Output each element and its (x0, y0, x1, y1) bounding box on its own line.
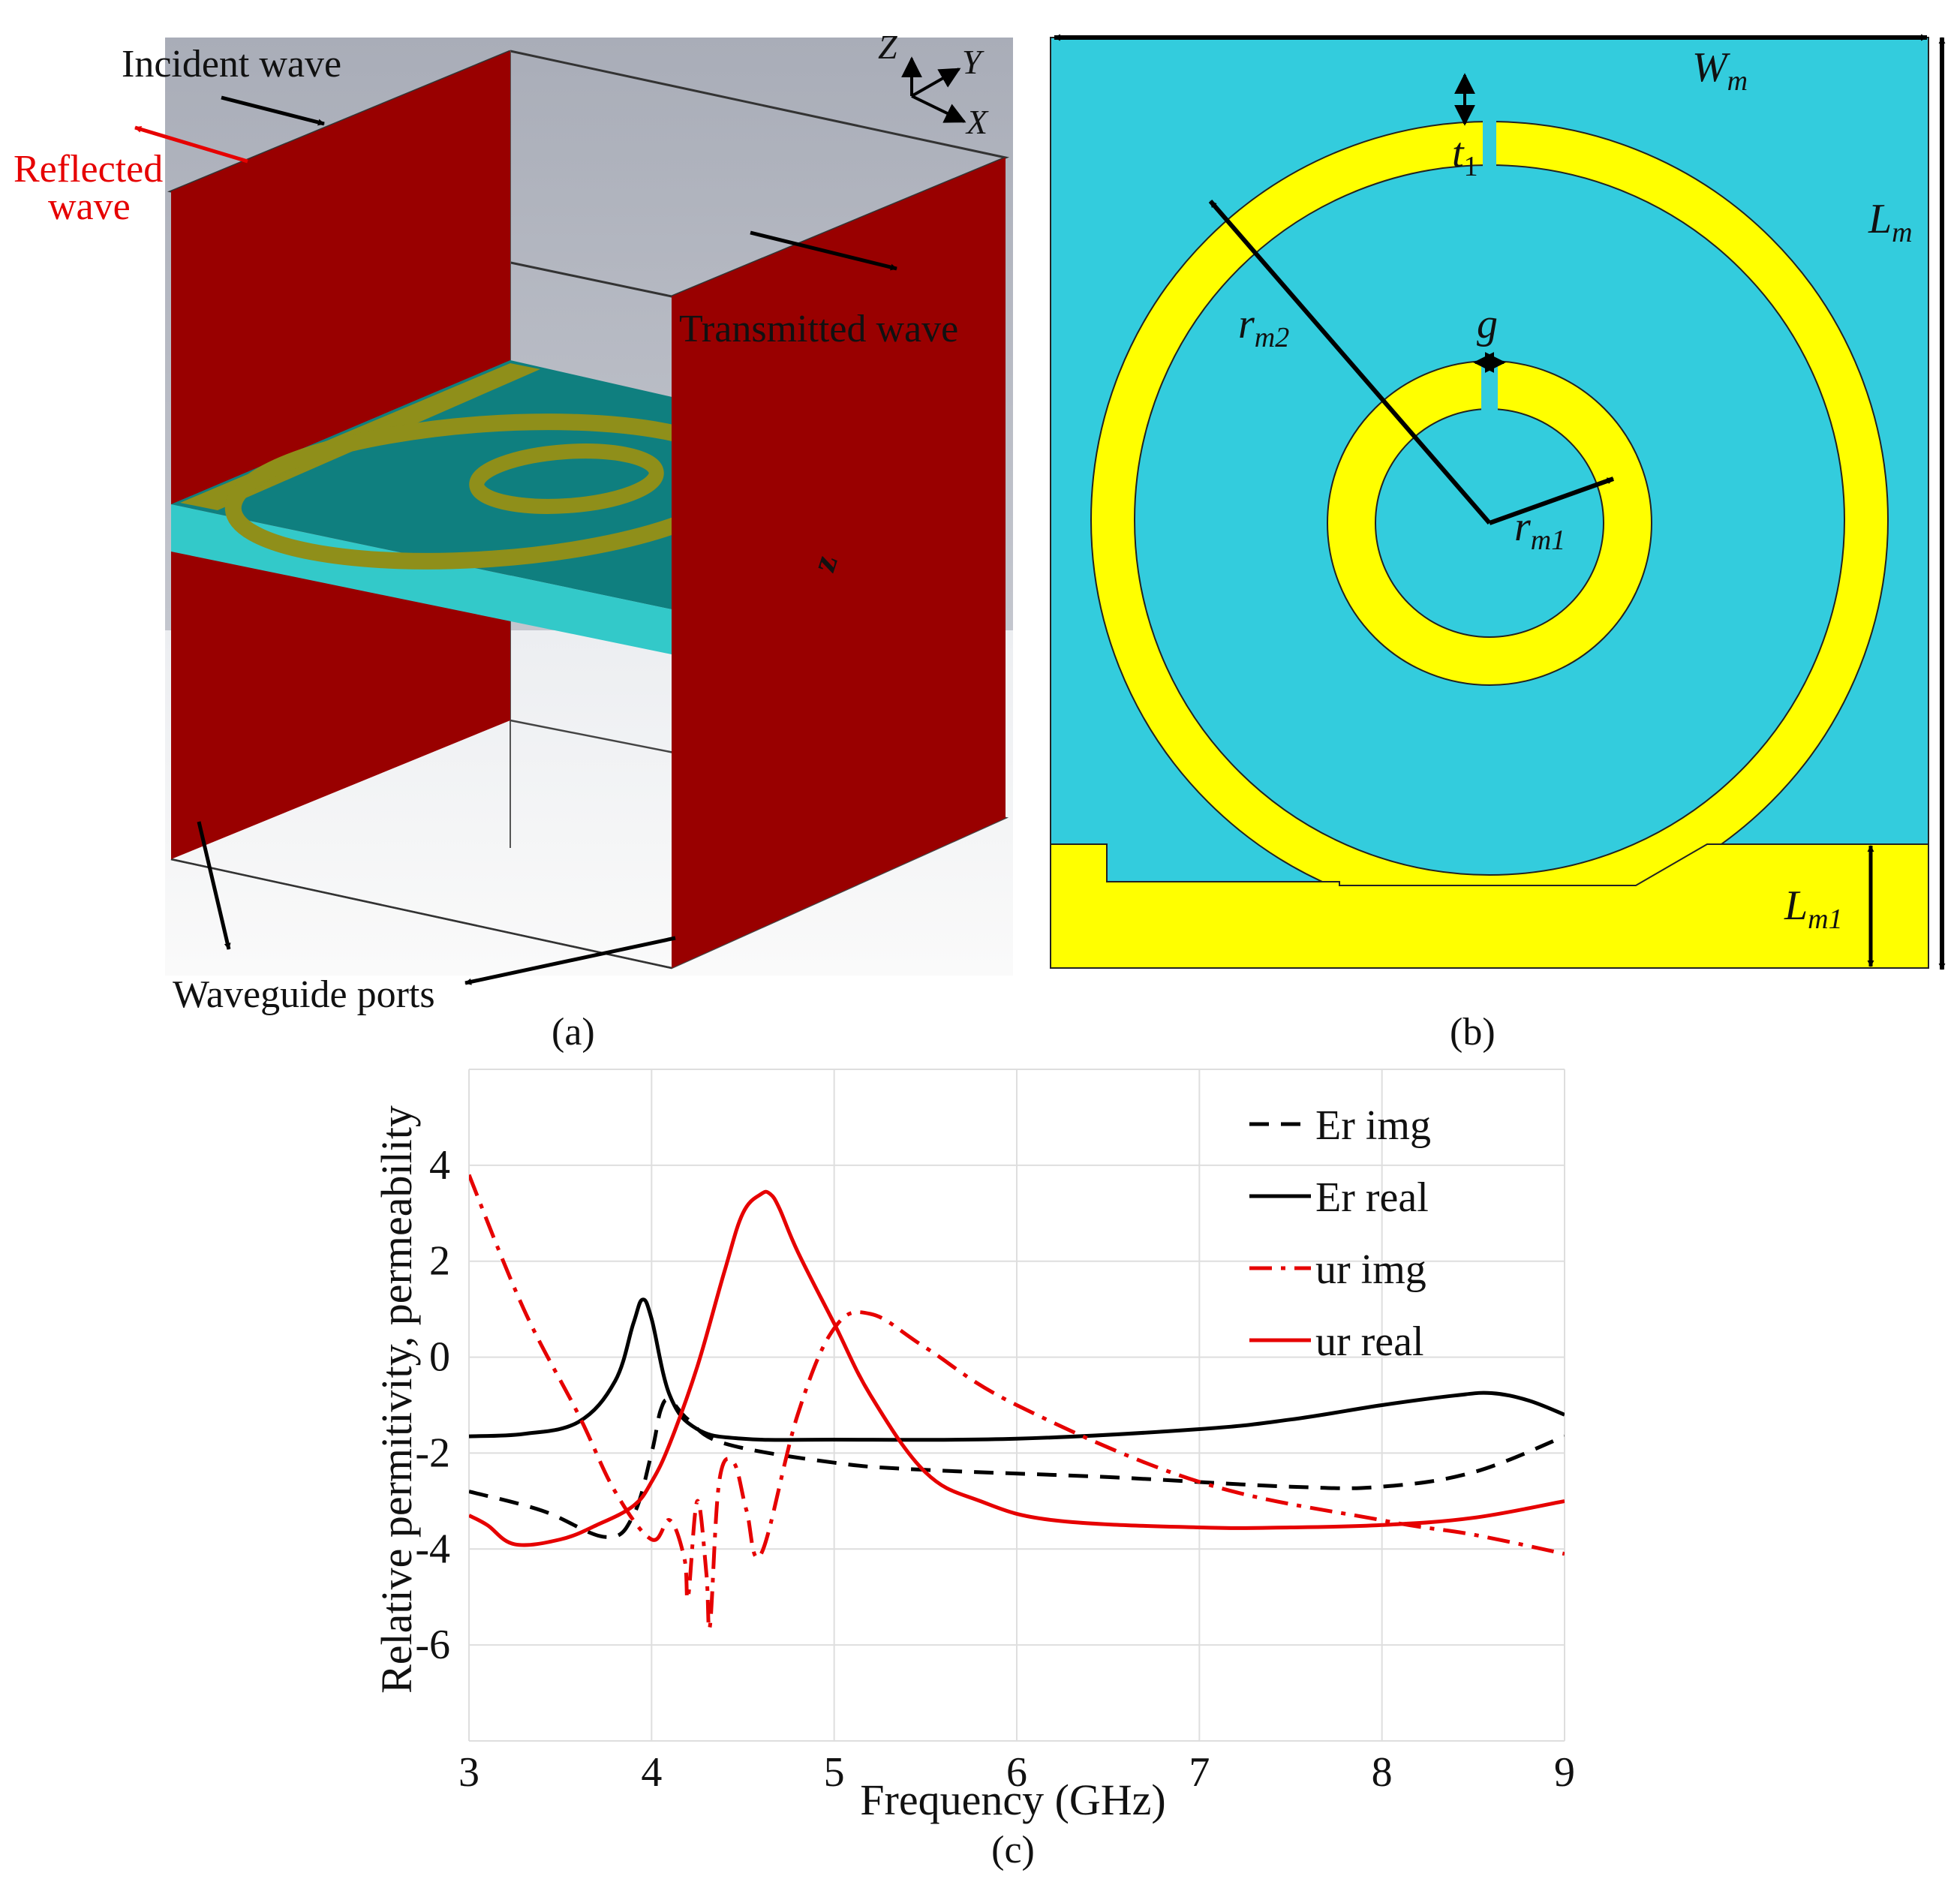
port-wall-right (672, 158, 1006, 968)
caption-c: (c) (991, 1829, 1035, 1871)
chart-legend: Er img Er real ur img ur real (1249, 1102, 1431, 1365)
series-line-ur-real (469, 1189, 1565, 1547)
rm2-dimension-arrow (1208, 200, 1492, 525)
inner-ring-gap (1481, 359, 1498, 413)
unit-cell-substrate (1050, 37, 1929, 969)
port-arrow-right (464, 936, 676, 985)
axis-y-label: Y (962, 43, 985, 81)
panel-a: Incident wave Reflected wave Transmitted… (14, 28, 1013, 1054)
wm-label-sub: m (1727, 65, 1748, 97)
x-tick-label: 3 (458, 1749, 479, 1796)
transmitted-wave-arrow (750, 230, 897, 271)
legend-label: Er img (1315, 1102, 1431, 1149)
rm2-label-sub: m2 (1255, 322, 1289, 353)
triad-x-axis (911, 95, 966, 123)
t1-label: t1 (1452, 130, 1478, 182)
panel-c-chart: 3 4 5 6 7 8 9 4 2 0 -2 -4 -6 Er img Er real ur img ur r… (372, 1069, 1575, 1871)
rm1-dimension-arrow (1488, 477, 1615, 525)
series-line-er-real (469, 1297, 1565, 1442)
inner-ring-3d (469, 443, 664, 514)
t1-label-main: t (1452, 130, 1465, 176)
x-tick-label: 6 (1006, 1749, 1027, 1796)
g-label: g (1477, 301, 1498, 347)
rm1-label: rm1 (1514, 504, 1565, 556)
x-tick-label: 4 (641, 1749, 662, 1796)
y-tick-label: 4 (429, 1142, 450, 1189)
y-tick-label: -4 (415, 1526, 450, 1572)
reflected-wave-arrow (134, 125, 248, 164)
lm-label-main: L (1868, 196, 1892, 242)
rm1-label-sub: m1 (1531, 525, 1565, 556)
legend-label: ur real (1315, 1318, 1424, 1365)
legend-label: Er real (1315, 1174, 1429, 1221)
bottom-metal-strip (1050, 843, 1929, 969)
lm1-label: Lm1 (1784, 882, 1843, 935)
lm-label: Lm (1868, 196, 1913, 248)
incident-wave-arrow (221, 95, 325, 126)
wm-label-main: W (1692, 44, 1730, 91)
lm-label-sub: m (1892, 217, 1912, 248)
series-line-er-img (469, 1397, 1565, 1539)
x-tick-label: 5 (824, 1749, 845, 1796)
axis-x-label: X (965, 103, 989, 141)
x-tick-label: 9 (1554, 1749, 1575, 1796)
y-tick-label: -2 (415, 1430, 450, 1476)
x-tick-label: 8 (1372, 1749, 1393, 1796)
series-line-ur-img (469, 1174, 1565, 1631)
box-floor-front-edge (170, 858, 672, 970)
lm1-label-sub: m1 (1808, 903, 1842, 935)
x-tick-label: 7 (1189, 1749, 1210, 1796)
caption-a: (a) (552, 1011, 595, 1054)
rm2-label: rm2 (1238, 301, 1289, 353)
chart-ticks: 3 4 5 6 7 8 9 4 2 0 -2 -4 -6 (415, 1142, 1575, 1796)
rm1-label-main: r (1514, 504, 1531, 550)
panel-b: Wm Lm t1 g rm2 rm1 Lm1 (b) (1050, 34, 1946, 1054)
incident-wave-label: Incident wave (122, 43, 341, 86)
reflected-wave-label-1: Reflected (14, 148, 163, 191)
legend-label: ur img (1315, 1246, 1426, 1293)
wm-label: Wm (1692, 44, 1748, 97)
rm2-label-main: r (1238, 301, 1255, 347)
port-arrow-left (197, 821, 231, 950)
chart-xlabel: Frequency (GHz) (860, 1775, 1165, 1824)
triad-y-axis (911, 68, 961, 98)
reflected-wave-label-2: wave (48, 185, 131, 228)
y-tick-label: -6 (415, 1622, 450, 1668)
y-tick-label: 0 (429, 1334, 450, 1381)
caption-b: (b) (1450, 1011, 1496, 1054)
outer-ring-gap (1483, 113, 1496, 168)
lm1-label-main: L (1784, 882, 1808, 929)
chart-series (469, 1174, 1565, 1631)
axis-triad: Z Y X (878, 28, 989, 141)
transmitted-wave-label: Transmitted wave (679, 308, 958, 350)
axis-z-label: Z (878, 28, 897, 66)
t1-label-sub: 1 (1464, 151, 1478, 182)
waveguide-ports-label: Waveguide ports (173, 973, 435, 1016)
y-tick-label: 2 (429, 1238, 450, 1285)
chart-ylabel: Relative permitivity, permeability (372, 1105, 421, 1694)
